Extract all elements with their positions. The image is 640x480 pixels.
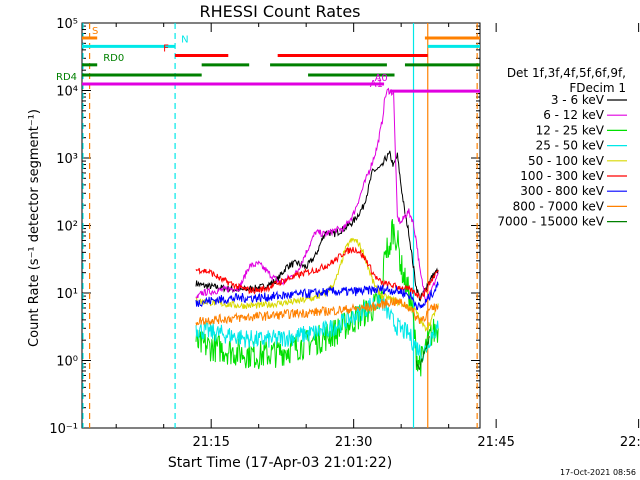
- axes: 10⁻¹ 10⁰ 10¹ 10² 10³ 10⁴ 10⁵ 21:15 21:30 21:45 22:…: [49, 17, 640, 450]
- y-tick-label: 10⁻¹: [49, 422, 78, 437]
- state-label-a1: A1: [370, 79, 383, 90]
- state-label-rd4: RD4: [56, 72, 77, 83]
- series-25-50kev: [195, 292, 439, 363]
- y-tick-label: 10⁴: [56, 85, 78, 100]
- legend-entry-label: 6 - 12 keV: [543, 108, 605, 122]
- state-label-rd0: RD0: [103, 53, 124, 64]
- series-100-300kev: [195, 246, 439, 300]
- legend-entry-label: 7000 - 15000 keV: [497, 215, 604, 229]
- x-tick-label: 22:00: [620, 435, 640, 450]
- series-7000-15000kev: [415, 334, 431, 371]
- datestamp: 17-Oct-2021 08:56: [560, 468, 636, 477]
- legend-header: FDecim 1: [569, 81, 626, 95]
- y-tick-label: 10²: [56, 220, 78, 235]
- y-tick-label: 10⁵: [56, 17, 78, 32]
- legend-header: Det 1f,3f,4f,5f,6f,9f,: [507, 66, 626, 80]
- legend-entry-label: 100 - 300 keV: [520, 169, 604, 183]
- legend-entry-label: 800 - 7000 keV: [513, 199, 605, 213]
- y-tick-label: 10¹: [56, 287, 78, 302]
- state-label-n: N: [181, 34, 188, 45]
- chart-title: RHESSI Count Rates: [200, 2, 361, 21]
- state-label-f: F: [163, 44, 169, 55]
- legend-entry-label: 25 - 50 keV: [536, 139, 605, 153]
- series-50-100kev: [195, 237, 439, 332]
- state-label-s: S: [92, 26, 98, 37]
- series-12-25kev: [195, 218, 439, 377]
- legend-entry-label: 3 - 6 keV: [551, 93, 605, 107]
- series-300-800kev: [195, 281, 439, 311]
- y-tick-label: 10³: [56, 152, 78, 167]
- x-tick-label: 21:45: [477, 435, 514, 450]
- series-lines: [195, 87, 439, 377]
- x-tick-label: 21:30: [335, 435, 372, 450]
- y-tick-label: 10⁰: [56, 355, 78, 370]
- legend: Det 1f,3f,4f,5f,6f,9f,FDecim 13 - 6 keV6…: [497, 66, 627, 229]
- x-tick-label: 21:15: [192, 435, 229, 450]
- legend-entry-label: 12 - 25 keV: [536, 123, 605, 137]
- legend-entry-label: 300 - 800 keV: [520, 184, 604, 198]
- x-axis-label: Start Time (17-Apr-03 21:01:22): [168, 455, 392, 471]
- state-label-a0: A0: [375, 73, 388, 84]
- y-axis-label: Count Rate (s⁻¹ detector segment⁻¹): [27, 109, 42, 347]
- series-800-7000kev: [195, 296, 439, 326]
- legend-entry-label: 50 - 100 keV: [528, 154, 605, 168]
